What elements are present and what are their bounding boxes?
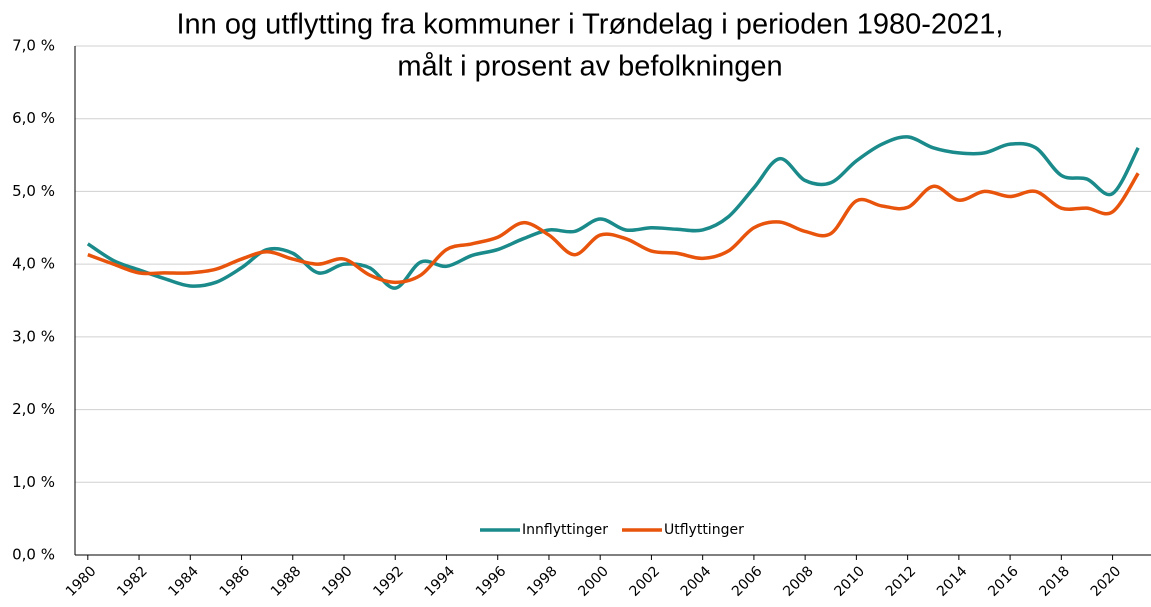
x-tick-label: 1980 xyxy=(63,563,100,600)
y-tick-label: 5,0 % xyxy=(12,182,55,200)
x-tick-label: 1996 xyxy=(473,563,510,600)
y-tick-label: 2,0 % xyxy=(12,400,55,418)
x-tick-label: 2014 xyxy=(934,563,971,600)
y-tick-label: 3,0 % xyxy=(12,327,55,345)
x-tick-label: 2008 xyxy=(780,563,817,600)
x-tick-label: 2012 xyxy=(883,563,920,600)
legend-label: Utflyttinger xyxy=(664,522,744,538)
chart-title: Inn og utflytting fra kommuner i Trøndel… xyxy=(177,9,1004,41)
x-tick-label: 1988 xyxy=(268,563,305,600)
x-tick-label: 1984 xyxy=(165,563,202,600)
x-tick-label: 1998 xyxy=(524,563,561,600)
y-tick-label: 7,0 % xyxy=(12,37,55,55)
legend-label: Innflyttinger xyxy=(522,522,608,538)
y-tick-label: 0,0 % xyxy=(12,546,55,564)
x-tick-label: 2018 xyxy=(1036,563,1073,600)
x-tick-label: 1994 xyxy=(422,563,459,600)
x-tick-label: 1990 xyxy=(319,563,356,600)
chart-title: målt i prosent av befolkningen xyxy=(397,51,782,83)
x-tick-label: 1982 xyxy=(114,563,151,600)
x-tick-label: 2006 xyxy=(729,563,766,600)
x-tick-label: 2020 xyxy=(1088,563,1125,600)
y-tick-label: 4,0 % xyxy=(12,255,55,273)
line-series xyxy=(86,135,1140,290)
y-tick-label: 1,0 % xyxy=(12,473,55,491)
y-tick-label: 6,0 % xyxy=(12,109,55,127)
x-tick-label: 2002 xyxy=(627,563,664,600)
x-tick-label: 1986 xyxy=(217,563,254,600)
x-tick-label: 2000 xyxy=(575,563,612,600)
line-series xyxy=(87,172,1140,285)
x-tick-label: 2004 xyxy=(678,563,715,600)
x-tick-label: 1992 xyxy=(370,563,407,600)
x-tick-label: 2010 xyxy=(832,563,869,600)
x-tick-label: 2016 xyxy=(985,563,1022,600)
